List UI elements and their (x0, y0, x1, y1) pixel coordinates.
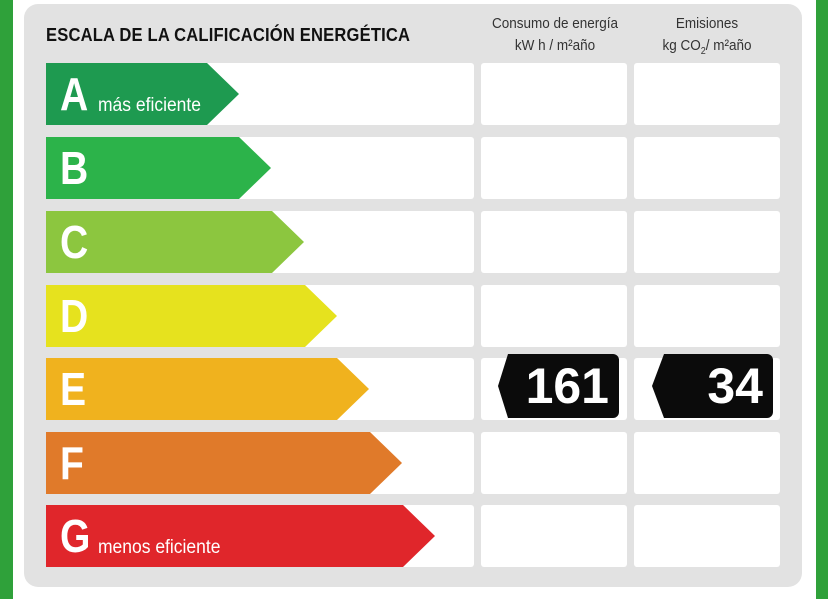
energy-cell-d (481, 285, 627, 347)
energy-cell-f (481, 432, 627, 494)
frame-right-border (816, 0, 828, 599)
energy-cell-g (481, 505, 627, 567)
energy-cell-c (481, 211, 627, 273)
energy-column-header: Consumo de energía kW h / m²año (480, 13, 629, 57)
energy-consumption-value: 161 (525, 358, 609, 414)
energy-consumption-badge: 161 (498, 354, 619, 418)
rating-letter-e: E (60, 363, 87, 415)
energy-cell-a (481, 63, 627, 125)
emissions-column-title: Emisiones (675, 15, 739, 32)
rating-letter-b: B (60, 142, 89, 194)
emissions-badge: 34 (652, 354, 773, 418)
emissions-cell-g (634, 505, 780, 567)
emissions-cell-d (634, 285, 780, 347)
emissions-cell-b (634, 137, 780, 199)
rating-letter-g: G (60, 510, 91, 562)
rating-letter-a: A (60, 68, 89, 120)
energy-column-unit: kW h / m²año (514, 37, 596, 54)
rating-arrow-d: D (46, 285, 337, 347)
rating-letter-c: C (60, 216, 89, 268)
rating-subtitle-least-efficient: menos eficiente (98, 537, 221, 558)
rating-arrow-e: E (46, 358, 369, 420)
rating-letter-f: F (60, 437, 84, 489)
rating-subtitle-most-efficient: más eficiente (98, 95, 201, 116)
emissions-column-header: Emisiones kg CO2/ m²año (632, 13, 781, 63)
label-title: ESCALA DE LA CALIFICACIÓN ENERGÉTICA (46, 25, 411, 45)
rating-arrow-a: A más eficiente (46, 63, 239, 125)
emissions-column-unit: kg CO2/ m²año (662, 37, 752, 57)
emissions-value: 34 (707, 358, 763, 414)
rating-letter-d: D (60, 290, 89, 342)
emissions-cell-f (634, 432, 780, 494)
emissions-cell-c (634, 211, 780, 273)
energy-column-title: Consumo de energía (491, 15, 619, 32)
energy-cell-b (481, 137, 627, 199)
rating-arrow-b: B (46, 137, 271, 199)
frame-left-border (0, 0, 13, 599)
rating-arrow-f: F (46, 432, 402, 494)
rating-arrow-g: G menos eficiente (46, 505, 435, 567)
emissions-cell-a (634, 63, 780, 125)
rating-arrow-c: C (46, 211, 304, 273)
